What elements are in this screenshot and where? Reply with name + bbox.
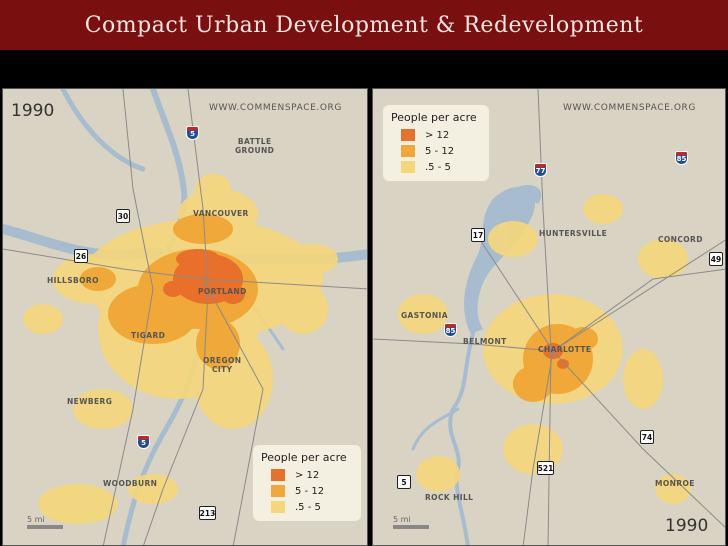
- legend-label-low: .5 - 5: [425, 161, 451, 173]
- city-monroe: MONROE: [655, 479, 695, 488]
- legend-swatch-high: [401, 129, 415, 141]
- legend-swatch-mid: [401, 145, 415, 157]
- scale-bar: 5 mi: [393, 515, 429, 529]
- interstate-5-south-shield: 5: [137, 435, 150, 449]
- legend-label-mid: 5 - 12: [425, 145, 455, 157]
- charlotte-map: People per acre > 12 5 - 12 .5 - 5 WWW.C…: [372, 88, 726, 546]
- interstate-85-west-shield: 85: [444, 323, 457, 337]
- legend-title: People per acre: [391, 111, 477, 124]
- legend-item-mid: 5 - 12: [391, 143, 481, 159]
- legend-label-high: > 12: [425, 129, 450, 141]
- legend-label-high: > 12: [295, 469, 320, 481]
- city-charlotte: CHARLOTTE: [538, 345, 592, 354]
- highway-5-shield: 5: [397, 475, 411, 489]
- highway-213-shield: 213: [199, 506, 216, 520]
- credit-text: WWW.COMMENSPACE.ORG: [209, 103, 342, 113]
- legend-item-low: .5 - 5: [261, 499, 353, 515]
- city-portland: PORTLAND: [198, 287, 247, 296]
- legend-item-low: .5 - 5: [391, 159, 481, 175]
- charlotte-map-graphic: [373, 89, 725, 545]
- portland-map: 1990 WWW.COMMENSPACE.ORG BATTLE GROUND V…: [2, 88, 368, 546]
- highway-26-shield: 26: [74, 249, 88, 263]
- city-battle-ground: BATTLE GROUND: [235, 137, 275, 155]
- legend-swatch-high: [271, 469, 285, 481]
- city-newberg: NEWBERG: [67, 397, 113, 406]
- scale-bar: 5 mi: [27, 515, 63, 529]
- legend-item-high: > 12: [391, 127, 481, 143]
- density-mid-areas: [513, 324, 598, 402]
- city-hillsboro: HILLSBORO: [47, 276, 99, 285]
- scale-bar-line: [393, 525, 429, 529]
- city-gastonia: GASTONIA: [401, 311, 448, 320]
- highway-74-shield: 74: [640, 430, 654, 444]
- legend-swatch-mid: [271, 485, 285, 497]
- interstate-5-north-shield: 5: [186, 126, 199, 140]
- portland-map-graphic: [3, 89, 367, 545]
- density-legend: People per acre > 12 5 - 12 .5 - 5: [253, 445, 361, 521]
- roads: [373, 89, 725, 545]
- city-oregon-city: OREGON CITY: [203, 356, 242, 374]
- legend-label-mid: 5 - 12: [295, 485, 325, 497]
- city-belmont: BELMONT: [463, 337, 507, 346]
- title-bar: Compact Urban Development & Redevelopmen…: [0, 0, 728, 50]
- year-label: 1990: [11, 101, 55, 121]
- scale-label: 5 mi: [393, 515, 411, 524]
- scale-bar-line: [27, 525, 63, 529]
- highway-17-shield: 17: [471, 228, 485, 242]
- highway-49-shield: 49: [709, 252, 723, 266]
- roads: [3, 89, 367, 545]
- city-concord: CONCORD: [658, 235, 703, 244]
- legend-swatch-low: [271, 501, 285, 513]
- city-rock-hill: ROCK HILL: [425, 493, 474, 502]
- city-woodburn: WOODBURN: [103, 479, 158, 488]
- interstate-85-northeast-shield: 85: [675, 151, 688, 165]
- black-band: [0, 50, 728, 88]
- year-label: 1990: [665, 516, 709, 536]
- highway-521-shield: 521: [537, 461, 554, 475]
- density-legend: People per acre > 12 5 - 12 .5 - 5: [383, 105, 489, 181]
- legend-item-high: > 12: [261, 467, 353, 483]
- city-huntersville: HUNTERSVILLE: [539, 229, 608, 238]
- legend-swatch-low: [401, 161, 415, 173]
- legend-title: People per acre: [261, 451, 347, 464]
- river-catawba: [411, 332, 475, 545]
- city-tigard: TIGARD: [131, 331, 166, 340]
- city-vancouver: VANCOUVER: [193, 209, 249, 218]
- highway-30-shield: 30: [116, 209, 130, 223]
- scale-label: 5 mi: [27, 515, 45, 524]
- credit-text: WWW.COMMENSPACE.ORG: [563, 103, 696, 113]
- slide-title: Compact Urban Development & Redevelopmen…: [84, 12, 644, 38]
- interstate-77-shield: 77: [534, 163, 547, 177]
- legend-item-mid: 5 - 12: [261, 483, 353, 499]
- legend-label-low: .5 - 5: [295, 501, 321, 513]
